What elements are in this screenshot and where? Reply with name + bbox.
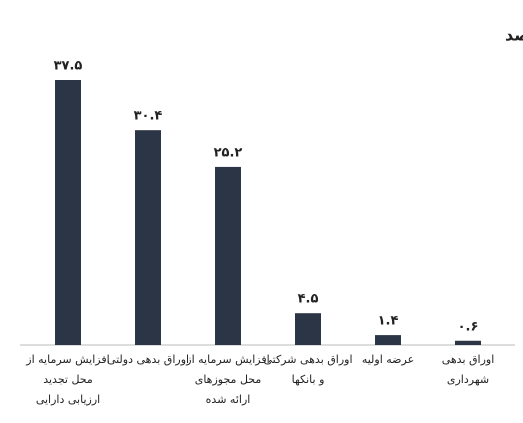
x-tick-label: اوراق بدهی	[442, 353, 495, 366]
x-tick-label: و بانکها	[292, 373, 325, 386]
x-tick-label: افزایش سرمایه از	[25, 353, 109, 366]
bar	[135, 130, 161, 345]
x-tick-label: محل تجدید	[43, 373, 93, 386]
x-tick-label: اوراق بدهی دولتی	[107, 353, 189, 366]
value-label: ۱.۴	[378, 314, 399, 329]
x-tick-label: افزایش سرمایه از	[185, 353, 269, 366]
value-label: ۴.۵	[298, 292, 319, 307]
value-label: ۰.۶	[458, 319, 479, 334]
value-label: ۲۵.۲	[214, 145, 243, 160]
x-tick-label: شهرداری	[447, 373, 489, 386]
value-label: ۳۰.۴	[134, 109, 163, 124]
bar	[455, 340, 481, 345]
value-label: ۳۷.۵	[54, 59, 83, 74]
bar	[295, 313, 321, 345]
chart-title: ترکیب تامین مالی از بازار سرمایه در سال …	[505, 26, 523, 45]
x-tick-label: ارائه شده	[206, 393, 251, 406]
x-tick-label: محل مجوزهای	[195, 373, 262, 386]
x-tick-label: اوراق بدهی شرکتی	[263, 353, 352, 366]
bar	[375, 335, 401, 345]
bar	[55, 80, 81, 345]
x-tick-label: عرضه اولیه	[362, 353, 414, 366]
x-tick-label: ارزیابی دارایی	[36, 393, 100, 406]
bar	[215, 166, 241, 345]
